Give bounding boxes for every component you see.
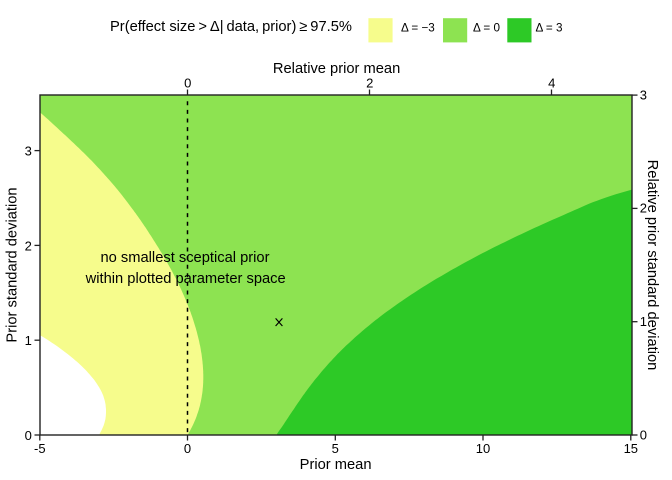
svg-text:Relative prior mean: Relative prior mean — [273, 61, 400, 77]
svg-text:Δ = 0: Δ = 0 — [473, 22, 500, 35]
svg-text:Δ = −3: Δ = −3 — [401, 22, 435, 35]
svg-text:15: 15 — [624, 441, 638, 456]
svg-text:no smallest sceptical prior: no smallest sceptical prior — [101, 250, 270, 266]
svg-text:3: 3 — [640, 87, 647, 102]
svg-text:Prior standard deviation: Prior standard deviation — [5, 187, 21, 342]
svg-text:5: 5 — [332, 441, 339, 456]
svg-text:Prior mean: Prior mean — [300, 457, 372, 473]
svg-text:Δ = 3: Δ = 3 — [536, 22, 563, 35]
svg-text:3: 3 — [25, 144, 32, 159]
svg-text:0: 0 — [184, 441, 191, 456]
svg-text:Pr(effect size > Δ| data, prio: Pr(effect size > Δ| data, prior) ≥ 97.5% — [110, 19, 352, 35]
svg-text:within plotted parameter space: within plotted parameter space — [85, 271, 286, 287]
svg-text:4: 4 — [548, 76, 555, 91]
svg-text:2: 2 — [640, 201, 647, 216]
svg-text:10: 10 — [476, 441, 490, 456]
svg-text:1: 1 — [640, 314, 647, 329]
svg-text:-5: -5 — [34, 441, 46, 456]
svg-text:2: 2 — [25, 238, 32, 253]
svg-text:Relative prior standard deviat: Relative prior standard deviation — [644, 160, 660, 371]
svg-text:0: 0 — [640, 427, 647, 442]
svg-text:2: 2 — [366, 76, 373, 91]
svg-text:0: 0 — [25, 428, 32, 443]
svg-text:1: 1 — [25, 333, 32, 348]
svg-text:0: 0 — [184, 76, 191, 91]
